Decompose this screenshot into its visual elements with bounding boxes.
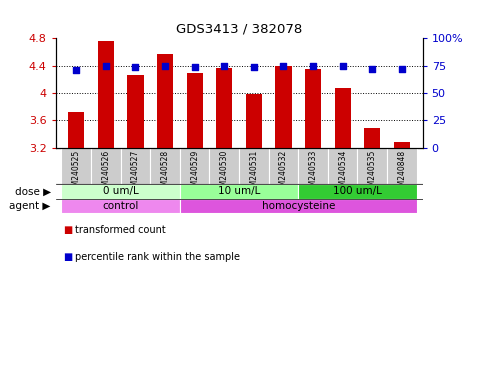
Text: 10 um/L: 10 um/L [218,186,260,196]
Bar [128,74,143,147]
Point [191,64,199,70]
Text: GSM240530: GSM240530 [220,149,229,196]
Text: homocysteine: homocysteine [262,201,335,211]
Text: percentile rank within the sample: percentile rank within the sample [75,252,240,262]
Bar [298,184,417,199]
Bar [394,142,410,147]
Text: GSM240526: GSM240526 [101,149,111,196]
Text: GSM240534: GSM240534 [338,149,347,196]
Bar [157,54,173,147]
Point [398,66,406,72]
Text: GSM240529: GSM240529 [190,149,199,196]
Text: GSM240531: GSM240531 [249,149,258,196]
Text: GSM240533: GSM240533 [309,149,318,196]
Bar [239,147,269,184]
Bar [216,68,232,147]
Point [309,63,317,69]
Bar [328,147,357,184]
Text: ■: ■ [63,225,72,235]
Text: GSM240535: GSM240535 [368,149,377,196]
Bar [61,184,180,199]
Bar [246,94,262,147]
Bar [68,112,85,147]
Bar [150,147,180,184]
Bar [61,199,180,213]
Bar [269,147,298,184]
Bar [387,147,417,184]
Bar [180,184,298,199]
Text: transformed count: transformed count [75,225,166,235]
Text: GSM240525: GSM240525 [72,149,81,196]
Point [220,63,228,69]
Point [131,64,139,70]
Bar [186,73,203,147]
Text: GSM240528: GSM240528 [160,149,170,195]
Point [339,63,347,69]
Bar [335,88,351,147]
Point [102,63,110,69]
Text: control: control [102,201,139,211]
Bar [275,66,292,147]
Bar [121,147,150,184]
Text: GSM240532: GSM240532 [279,149,288,196]
Bar [61,147,91,184]
Bar [305,69,321,147]
Bar [210,147,239,184]
Point [161,63,169,69]
Text: GSM240527: GSM240527 [131,149,140,196]
Point [250,64,258,70]
Bar [180,147,210,184]
Bar [357,147,387,184]
Point [369,66,376,72]
Title: GDS3413 / 382078: GDS3413 / 382078 [176,23,302,36]
Text: dose ▶: dose ▶ [14,186,51,196]
Bar [98,41,114,147]
Text: GSM240848: GSM240848 [398,149,406,195]
Bar [91,147,121,184]
Text: 100 um/L: 100 um/L [333,186,382,196]
Text: ■: ■ [63,252,72,262]
Text: agent ▶: agent ▶ [9,201,51,211]
Point [280,63,287,69]
Point [72,67,80,73]
Bar [180,199,417,213]
Text: 0 um/L: 0 um/L [103,186,139,196]
Bar [364,129,381,147]
Bar [298,147,328,184]
